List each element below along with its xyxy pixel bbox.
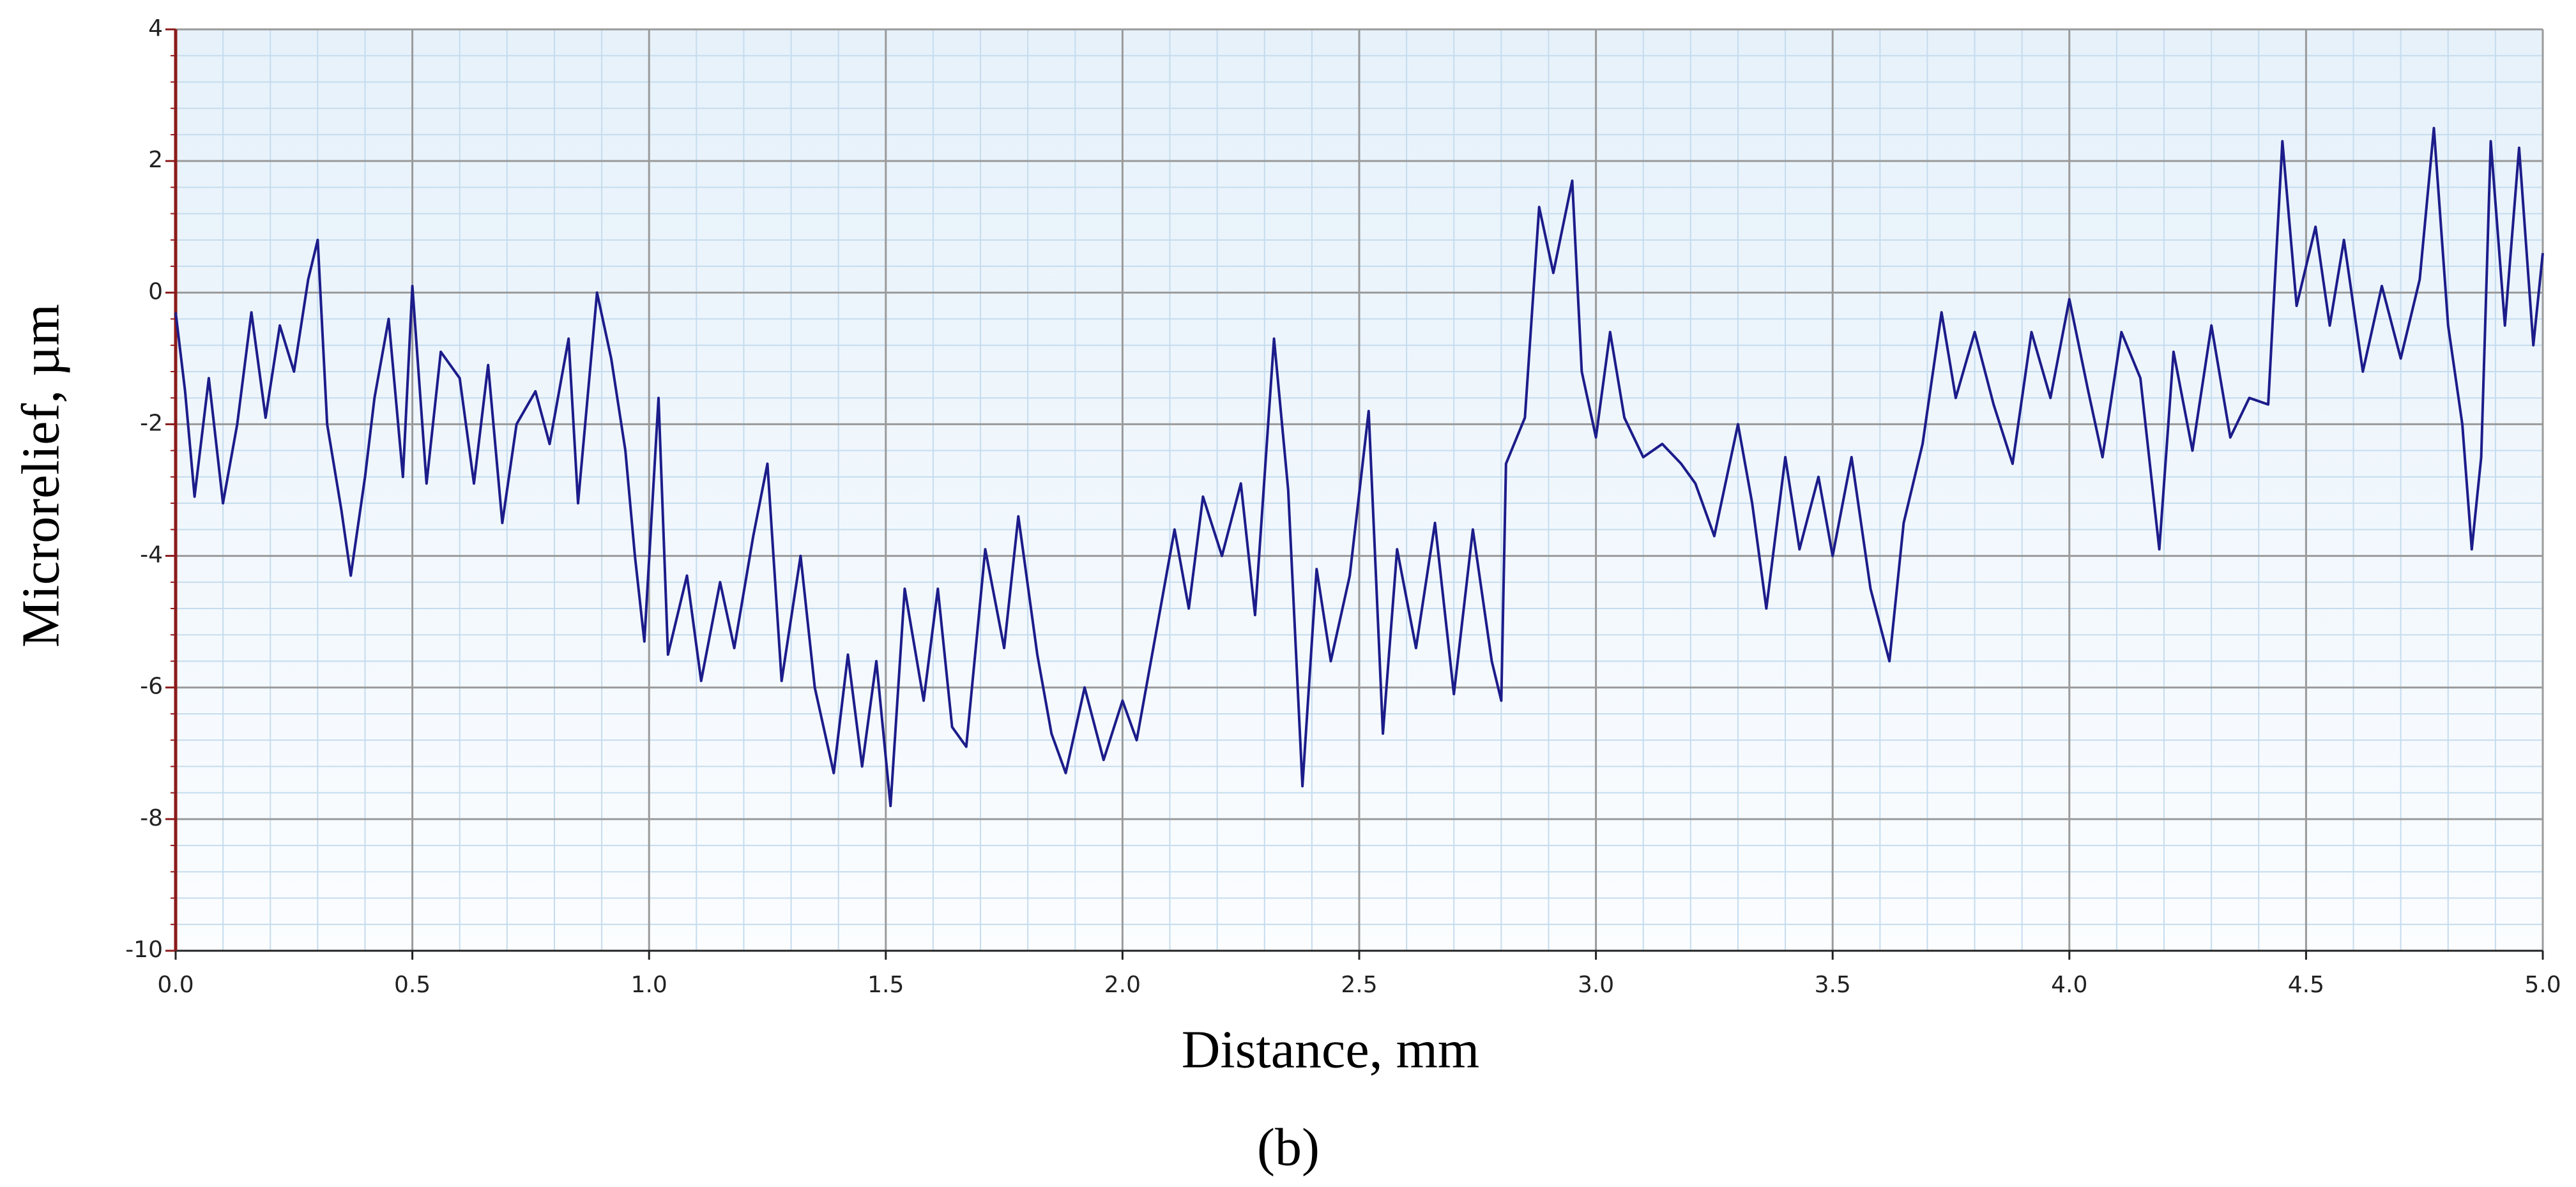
plot-area: -10 -8 -6 -4 -2 0 2 4 0.0 0.5 1.0 1.5 2.0 2.5 3.0 3.5 4.… (125, 15, 2561, 998)
y-tick-label: 4 (148, 15, 163, 42)
x-axis-title: Distance, mm (1182, 1020, 1480, 1079)
x-tick-label: 2.0 (1104, 972, 1141, 998)
caption: (b) (1257, 1117, 1320, 1177)
y-tick-label: -2 (140, 410, 163, 436)
x-tick-label: 1.5 (867, 972, 904, 998)
x-tick-label: 2.5 (1341, 972, 1377, 998)
x-tick-label: 5.0 (2524, 972, 2561, 998)
x-tick-label: 4.0 (2051, 972, 2087, 998)
y-axis-title: Microrelief, µm (11, 304, 70, 647)
y-tick-label: -6 (140, 674, 163, 700)
data-line (174, 126, 2544, 808)
y-tick-label: 2 (148, 147, 163, 173)
x-tick-label: 3.0 (1578, 972, 1614, 998)
x-tick-label: 0.0 (157, 972, 194, 998)
y-tick-label: -8 (140, 805, 163, 831)
x-tick-label: 3.5 (1815, 972, 1851, 998)
x-tick-label: 4.5 (2288, 972, 2324, 998)
x-tick-label: 0.5 (394, 972, 431, 998)
y-tick-label: 0 (148, 278, 163, 305)
y-tick-label: -10 (125, 937, 163, 963)
y-tick-label: -4 (140, 542, 163, 568)
x-tick-label: 1.0 (631, 972, 667, 998)
